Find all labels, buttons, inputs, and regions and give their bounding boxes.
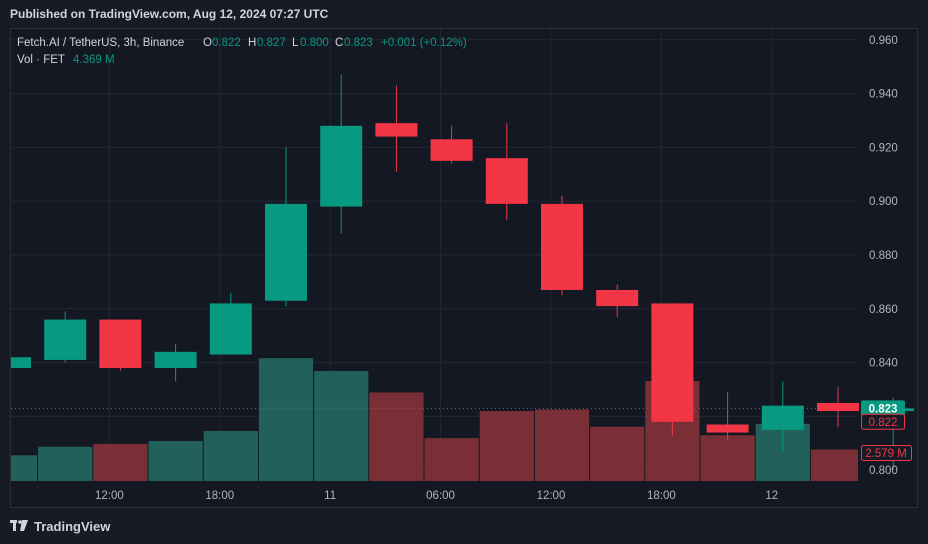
price-tick-label: 0.960 [869,35,898,47]
candles [9,74,915,471]
candle-body [485,158,528,204]
legend-open-label: O [203,37,212,49]
candle-body [430,139,473,161]
candle[interactable] [209,292,252,355]
candle[interactable] [485,123,528,221]
candle[interactable] [375,85,418,172]
candle[interactable] [706,392,749,441]
candle[interactable] [596,284,639,317]
price-badge-down-outline: 0.822 [861,413,905,430]
candle[interactable] [320,74,363,234]
candle[interactable] [265,147,307,307]
volume-badge-label: 2.579 M [865,448,907,460]
price-badge-label: 0.822 [869,417,898,429]
price-badge-label: 0.823 [869,403,898,415]
legend-close-label: C [335,37,343,49]
candle[interactable] [430,125,473,164]
candle[interactable] [9,357,31,374]
price-badge-up: 0.823 [861,400,905,417]
candle-body [375,123,418,137]
time-tick-label: 12:00 [537,490,566,502]
chart-panel[interactable]: 0.9600.9400.9200.9000.8800.8600.8400.820… [4,28,918,508]
volume-bar [424,438,479,481]
legend-high-label: H [248,37,256,49]
volume-bar [11,455,38,481]
candle-body [265,203,307,301]
volume-bar [314,371,369,481]
volume-bar [38,446,93,481]
price-tick-label: 0.840 [869,358,898,370]
candle[interactable] [154,343,197,382]
candle[interactable] [651,303,694,436]
candle-body [320,125,363,207]
candle-body [541,203,583,290]
volume-bar [203,431,258,481]
time-tick-label: 06:00 [426,490,455,502]
legend-symbol: Fetch.AI / TetherUS, 3h, Binance [17,37,184,49]
candlestick-chart[interactable]: 0.9600.9400.9200.9000.8800.8600.8400.820… [4,29,917,507]
price-tick-label: 0.900 [869,196,898,208]
candle-body [651,303,694,422]
candle[interactable] [44,311,87,363]
legend-low-value: 0.800 [300,37,329,49]
tradingview-logo-icon [10,520,28,531]
candle-body [706,424,749,433]
candle-body [44,319,87,360]
candle-body [99,319,142,368]
price-tick-label: 0.860 [869,304,898,316]
candle-body [596,289,639,307]
price-tick-label: 0.800 [869,465,898,477]
price-tick-label: 0.880 [869,250,898,262]
volume-bar [369,392,424,481]
tradingview-brand-text: TradingView [34,518,111,534]
tradingview-logo[interactable]: TradingView [10,514,110,538]
time-tick-label: 11 [324,490,336,502]
candle[interactable] [99,319,142,371]
legend-low-label: L [292,37,299,49]
candle-body [761,405,804,430]
candle[interactable] [541,195,583,296]
volume-bar [590,426,645,481]
legend-change: +0.001 (+0.12%) [381,37,467,49]
legend-close-value: 0.823 [344,37,373,49]
legend: Fetch.AI / TetherUS, 3h, Binance O 0.822… [17,37,467,66]
time-tick-label: 12:00 [95,490,124,502]
volume-bar [93,443,148,481]
volume-bar [258,358,314,481]
time-tick-label: 18:00 [205,490,234,502]
volume-bar [479,411,534,481]
volume-bars [11,358,858,481]
volume-badge: 2.579 M [861,445,912,461]
volume-bar [148,441,203,481]
legend-volume-label: Vol · FET [17,54,65,66]
grid-lines [6,29,858,481]
price-tick-label: 0.920 [869,142,898,154]
price-tick-label: 0.940 [869,89,898,101]
candle-body [154,351,197,368]
volume-bar [534,409,590,481]
volume-bar [700,435,755,481]
legend-high-value: 0.827 [257,37,286,49]
candle-body [817,402,859,412]
time-tick-label: 12 [765,490,778,502]
candle-body [11,357,31,368]
candle[interactable] [761,381,804,452]
legend-volume-value: 4.369 M [73,54,115,66]
candle[interactable] [817,386,859,428]
price-badges: 0.823 0.822 2.579 M [861,400,912,461]
volume-bar [810,449,858,481]
candle-body [209,303,252,355]
time-tick-label: 18:00 [647,490,676,502]
legend-open-value: 0.822 [212,37,241,49]
published-caption: Published on TradingView.com, Aug 12, 20… [10,7,329,21]
